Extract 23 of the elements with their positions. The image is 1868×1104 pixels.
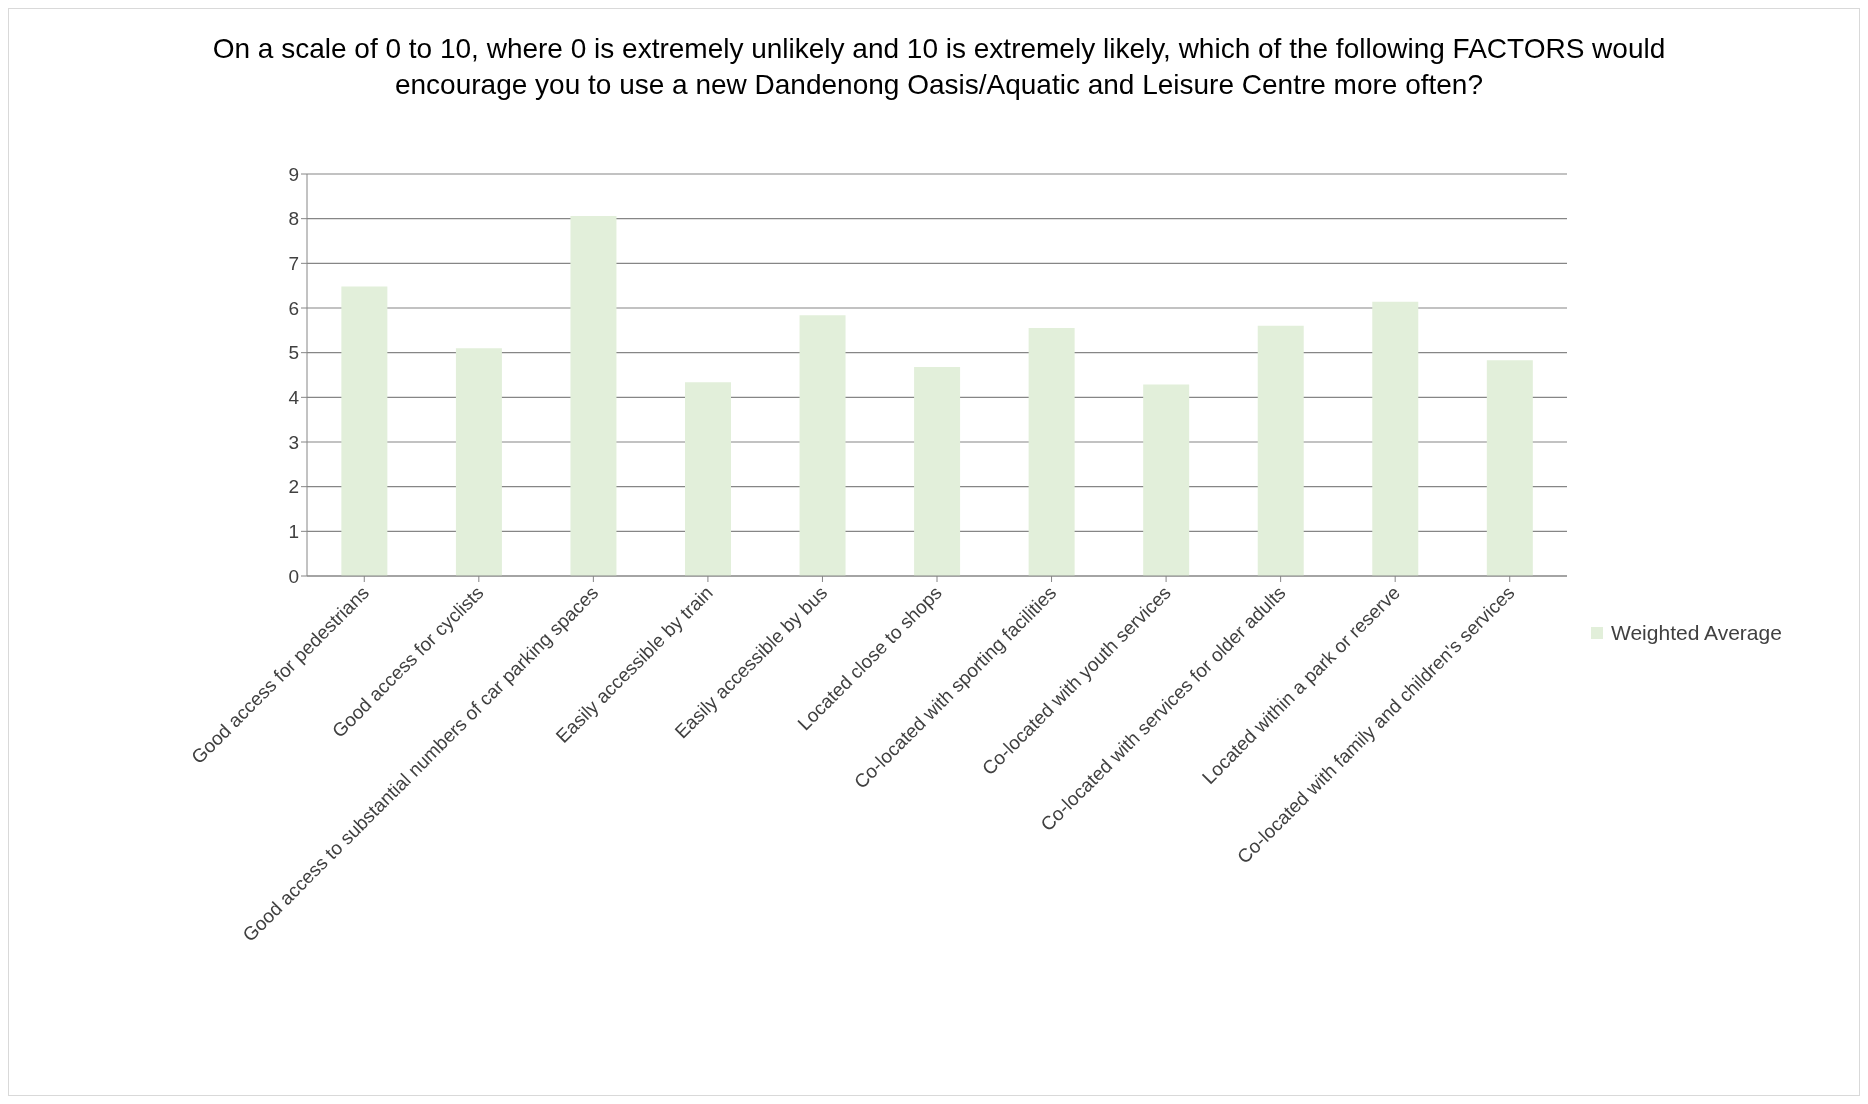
bar xyxy=(455,348,502,576)
y-tick-label: 0 xyxy=(288,565,299,587)
bar xyxy=(341,286,388,576)
bar xyxy=(685,382,731,576)
bar xyxy=(914,366,961,576)
y-tick-label: 9 xyxy=(288,163,299,185)
y-tick-label: 3 xyxy=(288,431,299,453)
y-tick-label: 4 xyxy=(288,387,300,409)
legend-label: Weighted Average xyxy=(1611,621,1782,645)
bar xyxy=(799,315,846,576)
y-tick-label: 2 xyxy=(288,476,299,498)
y-tick-label: 5 xyxy=(288,342,299,364)
bar xyxy=(570,215,617,576)
chart-title: On a scale of 0 to 10, where 0 is extremely unlikely and 10 is extremely likely, which of the following FACTORS would encourage you to use a new Dandenong Oasis/Aquatic and Leisure Centre more often? xyxy=(211,32,1667,102)
y-tick-label: 7 xyxy=(288,253,299,275)
bar xyxy=(1028,328,1075,576)
bar xyxy=(1143,384,1190,576)
y-tick-label: 6 xyxy=(288,297,299,319)
bar xyxy=(1257,325,1304,576)
y-tick-label: 8 xyxy=(288,208,299,230)
y-tick-label: 1 xyxy=(288,521,299,543)
bar xyxy=(1486,360,1533,576)
bar xyxy=(1372,301,1419,576)
